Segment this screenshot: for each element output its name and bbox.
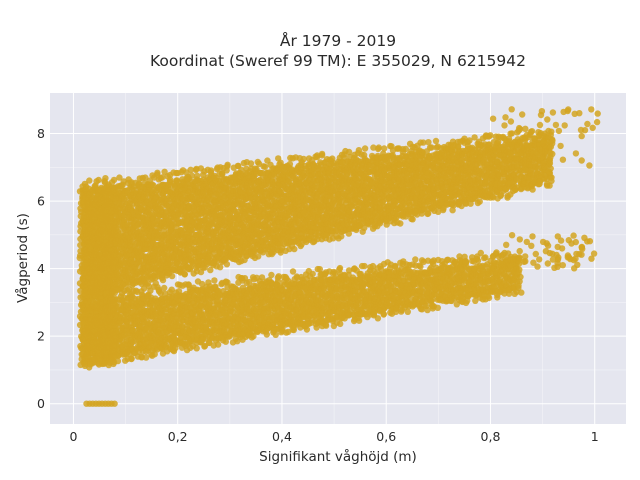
data-point: [173, 169, 180, 177]
data-point: [381, 145, 388, 152]
data-point: [200, 264, 207, 271]
data-point: [219, 170, 226, 178]
data-point: [300, 155, 307, 163]
data-point: [376, 220, 384, 227]
data-point: [251, 165, 259, 172]
data-point: [329, 155, 336, 162]
data-point: [168, 272, 176, 280]
data-points: [76, 106, 601, 407]
data-point: [194, 172, 201, 179]
data-point: [424, 210, 431, 218]
data-point: [511, 186, 519, 193]
data-point: [110, 176, 118, 184]
data-point: [432, 137, 440, 145]
data-point: [161, 168, 168, 175]
data-point: [260, 163, 267, 170]
data-point: [497, 191, 505, 199]
data-point: [102, 175, 109, 182]
data-point: [151, 351, 158, 358]
data-point: [207, 266, 214, 274]
data-point: [474, 199, 482, 207]
data-point: [397, 220, 404, 227]
data-point: [116, 174, 123, 181]
data-point: [247, 160, 255, 167]
data-point: [508, 130, 516, 137]
data-point: [223, 261, 231, 268]
data-point: [188, 172, 195, 179]
data-point: [360, 151, 368, 159]
data-point: [136, 175, 143, 182]
data-point: [128, 355, 135, 362]
data-point: [546, 156, 553, 164]
data-point: [287, 154, 294, 162]
data-point: [224, 161, 231, 168]
data-point: [361, 145, 369, 152]
data-point: [142, 174, 149, 181]
data-point: [238, 166, 245, 174]
data-point: [374, 145, 382, 153]
data-point: [158, 274, 166, 281]
data-point: [159, 174, 166, 181]
data-point: [187, 166, 194, 173]
data-point: [487, 132, 494, 139]
data-point: [318, 150, 326, 158]
data-point: [548, 177, 555, 185]
data-point: [167, 259, 174, 267]
data-point: [216, 264, 224, 271]
data-point: [183, 174, 190, 181]
chart-title-line-1: År 1979 - 2019: [280, 31, 396, 50]
data-point: [86, 177, 93, 184]
data-point: [345, 148, 353, 156]
data-point: [95, 176, 102, 184]
data-point: [172, 344, 179, 352]
data-point: [181, 270, 188, 278]
chart-title-line-2: Koordinat (Sweref 99 TM): E 355029, N 62…: [150, 52, 526, 70]
data-point: [291, 245, 298, 253]
data-point: [167, 176, 174, 183]
data-point: [402, 145, 409, 153]
data-point: [161, 284, 168, 292]
